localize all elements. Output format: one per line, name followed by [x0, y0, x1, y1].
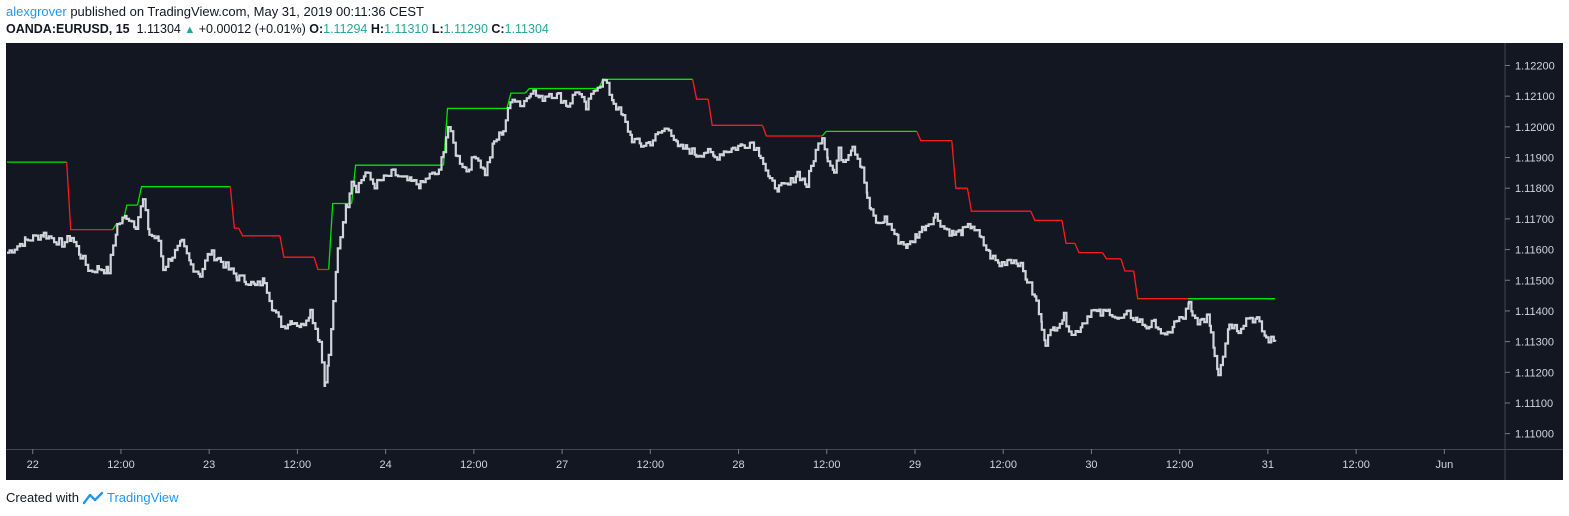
price-series-line	[7, 78, 1277, 387]
price-tick-label: 1.11300	[1515, 337, 1554, 349]
chart-container[interactable]: 1.12200 1.12100 1.12000 1.11900 1.11800 1.117…	[6, 43, 1563, 480]
time-tick-label: 12:00	[813, 459, 841, 471]
price-chart[interactable]: 1.12200 1.12100 1.12000 1.11900 1.11800 1.117…	[6, 43, 1563, 480]
tradingview-logo-icon	[82, 491, 105, 505]
symbol-name: OANDA:EURUSD, 15	[6, 22, 130, 36]
time-tick-label: 12:00	[284, 459, 312, 471]
price-tick-label: 1.11400	[1515, 306, 1554, 318]
trailing-stop-down-segment	[966, 188, 1031, 212]
trailing-stop-down-segment	[691, 79, 709, 100]
close-label: C:	[491, 22, 505, 36]
trailing-stop-down-segment	[229, 186, 239, 229]
time-tick-label: 22	[27, 459, 39, 471]
trailing-stop-down-segment	[1133, 270, 1188, 300]
time-tick-label: 27	[556, 459, 568, 471]
time-tick-label: 30	[1085, 459, 1097, 471]
price-tick-label: 1.11000	[1515, 429, 1554, 441]
trailing-stop-down-segment	[313, 256, 329, 271]
trailing-stop-down-segment	[1120, 258, 1134, 272]
low-value: 1.11290	[443, 22, 488, 36]
time-tick-label: 12:00	[1342, 459, 1370, 471]
time-tick-label: 12:00	[637, 459, 665, 471]
price-tick-label: 1.11500	[1515, 275, 1554, 287]
trailing-stop-up-segment	[328, 202, 352, 270]
trailing-stop-down-segment	[279, 235, 314, 258]
trailing-stop-up-segment	[136, 186, 231, 206]
price-change: +0.00012 (+0.01%)	[198, 22, 306, 36]
published-text: published on TradingView.com, May 31, 20…	[66, 4, 424, 19]
price-tick-label: 1.11600	[1515, 245, 1554, 257]
trailing-stop-down-segment	[916, 131, 952, 142]
time-tick-label: 12:00	[107, 459, 135, 471]
time-tick-label: 31	[1262, 459, 1274, 471]
trailing-stop-down-segment	[1074, 243, 1103, 254]
time-tick-label: Jun	[1435, 459, 1453, 471]
high-value: 1.11310	[384, 22, 429, 36]
close-value: 1.11304	[504, 22, 549, 36]
price-tick-label: 1.11200	[1515, 367, 1554, 379]
publication-line: alexgrover published on TradingView.com,…	[6, 4, 424, 19]
trailing-stop-up-segment	[524, 87, 599, 94]
trailing-stop-down-segment	[1101, 252, 1121, 260]
price-tick-label: 1.11100	[1515, 398, 1553, 410]
trailing-stop-down-segment	[238, 227, 280, 237]
time-tick-label: 12:00	[989, 459, 1017, 471]
trailing-stop-down-segment	[951, 140, 968, 189]
chart-background	[6, 43, 1563, 480]
time-tick-label: 12:00	[460, 459, 488, 471]
price-tick-label: 1.12200	[1515, 60, 1555, 72]
trailing-stop-down-segment	[1030, 210, 1062, 222]
trailing-stop-up-segment	[350, 164, 444, 204]
open-label: O:	[309, 22, 324, 36]
trailing-stop-up-segment	[442, 107, 507, 166]
last-price: 1.11304	[136, 22, 181, 36]
low-label: L:	[431, 22, 444, 36]
high-label: H:	[370, 22, 385, 36]
time-tick-label: 23	[203, 459, 215, 471]
trailing-stop-up-segment	[821, 130, 917, 137]
price-tick-label: 1.11900	[1515, 153, 1554, 165]
time-tick-label: 29	[909, 459, 921, 471]
tradingview-brand-link[interactable]: TradingView	[106, 490, 179, 505]
time-tick-label: 24	[380, 459, 392, 471]
time-tick-label: 28	[732, 459, 744, 471]
price-tick-label: 1.11700	[1515, 214, 1554, 226]
price-tick-label: 1.12100	[1515, 91, 1555, 103]
footer: Created with TradingView	[6, 490, 179, 505]
price-tick-label: 1.11800	[1515, 183, 1554, 195]
trailing-stop-down-segment	[761, 125, 823, 137]
trailing-stop-down-segment	[707, 99, 763, 126]
symbol-legend: OANDA:EURUSD, 15 1.11304 ▲ +0.00012 (+0.…	[6, 22, 549, 36]
trailing-stop-up-segment	[506, 92, 526, 109]
price-tick-label: 1.12000	[1515, 122, 1555, 134]
trailing-stop-down-segment	[66, 162, 113, 231]
open-value: 1.11294	[323, 22, 368, 36]
created-with-text: Created with	[6, 490, 79, 505]
trailing-stop-down-segment	[1061, 220, 1075, 245]
author-link[interactable]: alexgrover	[6, 4, 67, 19]
time-tick-label: 12:00	[1166, 459, 1194, 471]
up-triangle-icon: ▲	[184, 24, 196, 36]
